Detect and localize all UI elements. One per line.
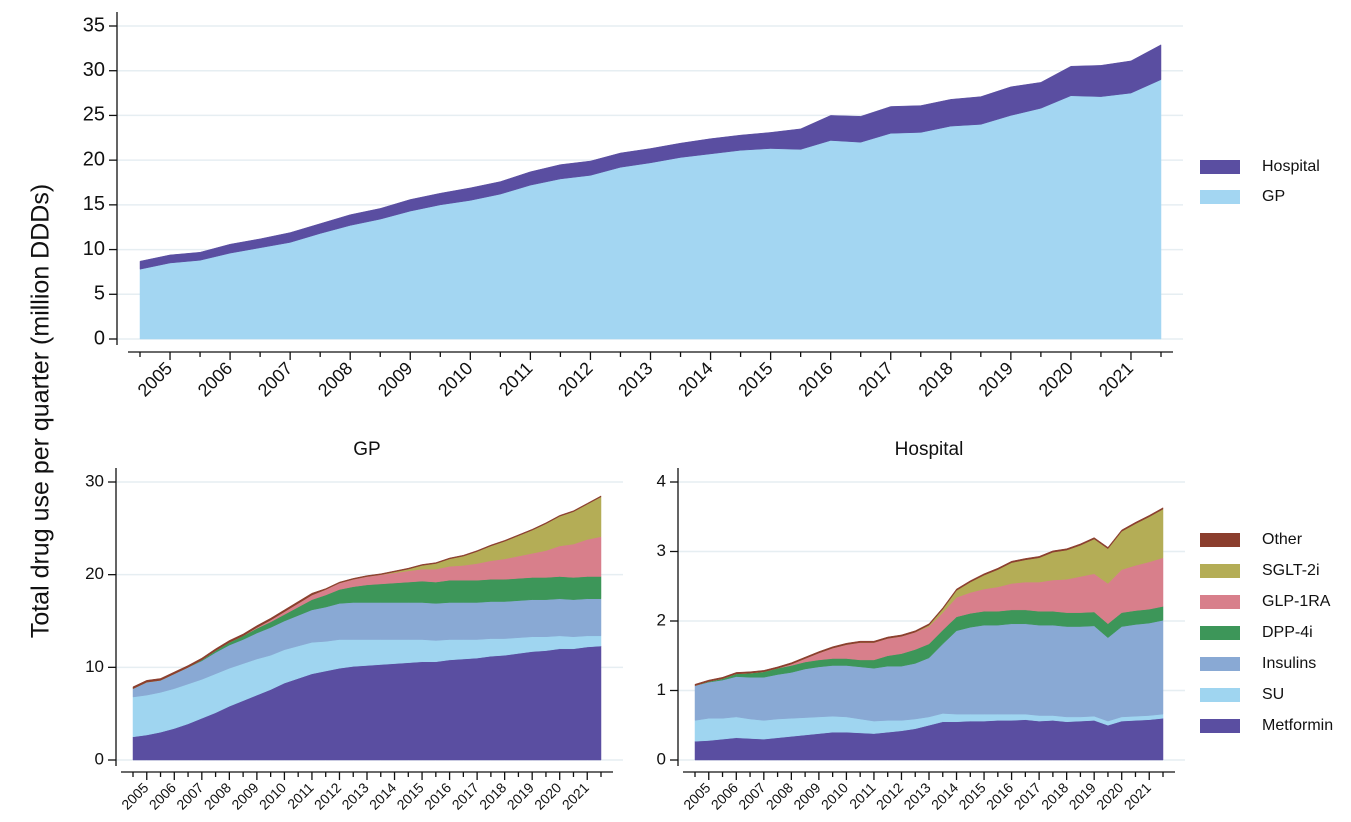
legend-label: GLP-1RA [1262, 593, 1331, 610]
x-tick-label: 2008 [763, 779, 796, 812]
x-tick-label: 2014 [674, 358, 716, 400]
y-tick-label: 30 [85, 471, 104, 490]
x-tick-label: 2010 [256, 779, 289, 812]
y-tick-label: 0 [657, 749, 666, 768]
x-tick-label: 2010 [434, 358, 476, 400]
y-tick-label: 3 [657, 541, 666, 560]
y-tick-label: 35 [83, 14, 105, 36]
x-tick-label: 2021 [1121, 779, 1154, 812]
x-tick-label: 2006 [194, 358, 236, 400]
area [694, 507, 1164, 686]
y-tick-label: 20 [83, 148, 105, 170]
y-tick-label: 5 [94, 283, 105, 305]
x-tick-label: 2014 [366, 779, 399, 812]
y-tick-label: 1 [657, 680, 666, 699]
legend-swatch [1200, 533, 1240, 547]
x-tick-label: 2021 [1095, 358, 1137, 400]
x-tick-label: 2012 [311, 779, 344, 812]
x-tick-label: 2017 [854, 358, 896, 400]
x-tick-label: 2012 [554, 358, 596, 400]
x-tick-label: 2021 [559, 779, 592, 812]
y-axis-label: Total drug use per quarter (million DDDs… [27, 184, 55, 638]
x-tick-label: 2005 [118, 779, 151, 812]
x-tick-label: 2012 [873, 779, 906, 812]
y-tick-label: 25 [83, 104, 105, 126]
legend-label: SU [1262, 686, 1284, 703]
x-tick-label: 2011 [284, 779, 317, 812]
chart-title: GP [353, 439, 380, 460]
x-tick-label: 2005 [680, 779, 713, 812]
legend-label: Insulins [1262, 655, 1316, 672]
y-tick-label: 10 [85, 657, 104, 676]
x-tick-label: 2009 [790, 779, 823, 812]
x-tick-label: 2005 [134, 358, 176, 400]
legend-swatch [1200, 688, 1240, 702]
x-tick-label: 2011 [846, 779, 879, 812]
x-tick-label: 2007 [173, 779, 206, 812]
x-tick-label: 2006 [146, 779, 179, 812]
legend-swatch [1200, 595, 1240, 609]
y-tick-label: 0 [95, 749, 104, 768]
x-tick-label: 2008 [201, 779, 234, 812]
legend-swatch [1200, 719, 1240, 733]
x-tick-label: 2018 [915, 358, 957, 400]
x-tick-label: 2006 [708, 779, 741, 812]
x-tick-label: 2019 [1066, 779, 1099, 812]
x-tick-label: 2020 [1035, 358, 1077, 400]
x-tick-label: 2018 [476, 779, 509, 812]
x-tick-label: 2013 [614, 358, 656, 400]
y-tick-label: 4 [657, 471, 666, 490]
x-tick-label: 2017 [449, 779, 482, 812]
x-tick-label: 2019 [504, 779, 537, 812]
legend-label: Hospital [1262, 158, 1320, 175]
x-tick-label: 2007 [735, 779, 768, 812]
x-tick-label: 2015 [393, 779, 426, 812]
x-tick-label: 2016 [983, 779, 1016, 812]
x-tick-label: 2007 [254, 358, 296, 400]
x-tick-label: 2017 [1011, 779, 1044, 812]
x-tick-label: 2015 [734, 358, 776, 400]
x-tick-label: 2009 [228, 779, 261, 812]
y-tick-label: 15 [83, 193, 105, 215]
legend-label: DPP-4i [1262, 624, 1313, 641]
x-tick-label: 2009 [374, 358, 416, 400]
legend-swatch [1200, 564, 1240, 578]
x-tick-label: 2013 [338, 779, 371, 812]
legend-swatch [1200, 160, 1240, 174]
area [132, 495, 602, 690]
legend-swatch [1200, 657, 1240, 671]
x-tick-label: 2013 [900, 779, 933, 812]
legend-swatch [1200, 626, 1240, 640]
x-tick-label: 2010 [818, 779, 851, 812]
y-tick-label: 20 [85, 564, 104, 583]
area [139, 79, 1162, 340]
x-tick-label: 2018 [1038, 779, 1071, 812]
legend-label: Other [1262, 531, 1303, 548]
y-tick-label: 0 [94, 327, 105, 349]
legend-label: GP [1262, 188, 1285, 205]
x-tick-label: 2008 [314, 358, 356, 400]
x-tick-label: 2020 [1093, 779, 1126, 812]
x-tick-label: 2016 [421, 779, 454, 812]
area [139, 44, 1162, 270]
x-tick-label: 2014 [928, 779, 961, 812]
y-tick-label: 2 [657, 610, 666, 629]
x-tick-label: 2019 [975, 358, 1017, 400]
legend-label: Metformin [1262, 717, 1333, 734]
chart-title: Hospital [895, 439, 964, 460]
y-tick-label: 10 [83, 238, 105, 260]
x-tick-label: 2016 [794, 358, 836, 400]
x-tick-label: 2020 [531, 779, 564, 812]
x-tick-label: 2015 [955, 779, 988, 812]
legend-swatch [1200, 190, 1240, 204]
legend-label: SGLT-2i [1262, 562, 1320, 579]
y-tick-label: 30 [83, 59, 105, 81]
x-tick-label: 2011 [495, 358, 537, 400]
